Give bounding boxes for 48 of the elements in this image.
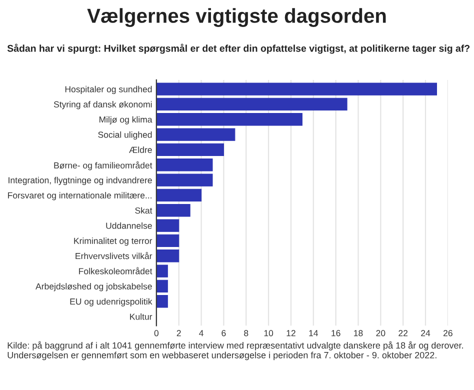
bar bbox=[156, 143, 224, 156]
x-tick-label: 4 bbox=[199, 330, 204, 336]
y-tick-label: Integration, flygtninge og indvandrere bbox=[8, 176, 152, 186]
y-tick-label: EU og udenrigspolitik bbox=[70, 298, 152, 306]
y-tick-label: Kriminalitet og terror bbox=[74, 238, 152, 246]
y-tick-label: Skat bbox=[135, 207, 152, 214]
x-tick-label: 18 bbox=[354, 330, 363, 336]
x-tick-label: 2 bbox=[176, 330, 181, 336]
x-tick-label: 8 bbox=[244, 330, 248, 336]
x-tick-label: 20 bbox=[376, 330, 386, 336]
y-tick-label: Uddannelse bbox=[106, 222, 152, 229]
bar bbox=[156, 264, 168, 278]
x-tick-label: 14 bbox=[309, 330, 318, 336]
y-tick-label: Styring af dansk økonomi bbox=[54, 101, 152, 110]
chart-title: Vælgernes vigtigste dagsorden bbox=[87, 8, 386, 27]
y-tick-label: Ældre bbox=[129, 146, 152, 153]
x-tick-label: 16 bbox=[332, 330, 340, 336]
y-tick-label: Miljø og klima bbox=[99, 116, 152, 124]
text: Kilde: på baggrund af i alt 1041 gennemførte interview med repræsentativt udvalgte danskere på 18 år og derover. Undersøgelsen er gennemført som en webbaseret undersøgelse i perioden fra 7. oktober - 9. oktober 2022. bbox=[8, 341, 463, 360]
bar bbox=[156, 82, 437, 96]
y-tick-label: Forsvaret og internationale militære... bbox=[8, 192, 152, 200]
bar bbox=[156, 295, 168, 308]
chart-subtitle: Sådan har vi spurgt: Hvilket spørgsmål er det efter din opfattelse vigtigst, at politikerne tager sig af? bbox=[7, 44, 470, 54]
bar bbox=[156, 204, 190, 217]
y-tick-label: Kultur bbox=[130, 313, 152, 320]
bar bbox=[156, 158, 213, 172]
bar bbox=[156, 219, 180, 232]
bar bbox=[156, 250, 180, 262]
y-tick-label: Social ulighed bbox=[98, 131, 152, 140]
bar bbox=[156, 234, 180, 248]
bar bbox=[156, 188, 202, 202]
x-tick-label: 22 bbox=[398, 330, 408, 336]
y-tick-label: Børne- og familieområdet bbox=[54, 161, 152, 170]
x-tick-label: 0 bbox=[154, 330, 159, 336]
bar bbox=[156, 128, 236, 141]
x-tick-label: 26 bbox=[444, 330, 452, 336]
x-tick-label: 12 bbox=[286, 330, 296, 336]
bar bbox=[156, 174, 213, 186]
bar bbox=[156, 113, 302, 126]
bar bbox=[156, 280, 168, 293]
x-tick-label: 10 bbox=[264, 330, 274, 336]
y-tick-label: Arbejdsløshed og jobskabelse bbox=[36, 283, 152, 292]
y-tick-label: Hospitaler og sundhed bbox=[65, 86, 152, 94]
y-tick-label: Erhvervslivets vilkår bbox=[76, 252, 152, 260]
x-tick-label: 6 bbox=[222, 330, 226, 336]
bar bbox=[156, 98, 348, 111]
x-tick-label: 24 bbox=[421, 330, 430, 336]
y-tick-label: Folkeskoleområdet bbox=[79, 267, 152, 274]
